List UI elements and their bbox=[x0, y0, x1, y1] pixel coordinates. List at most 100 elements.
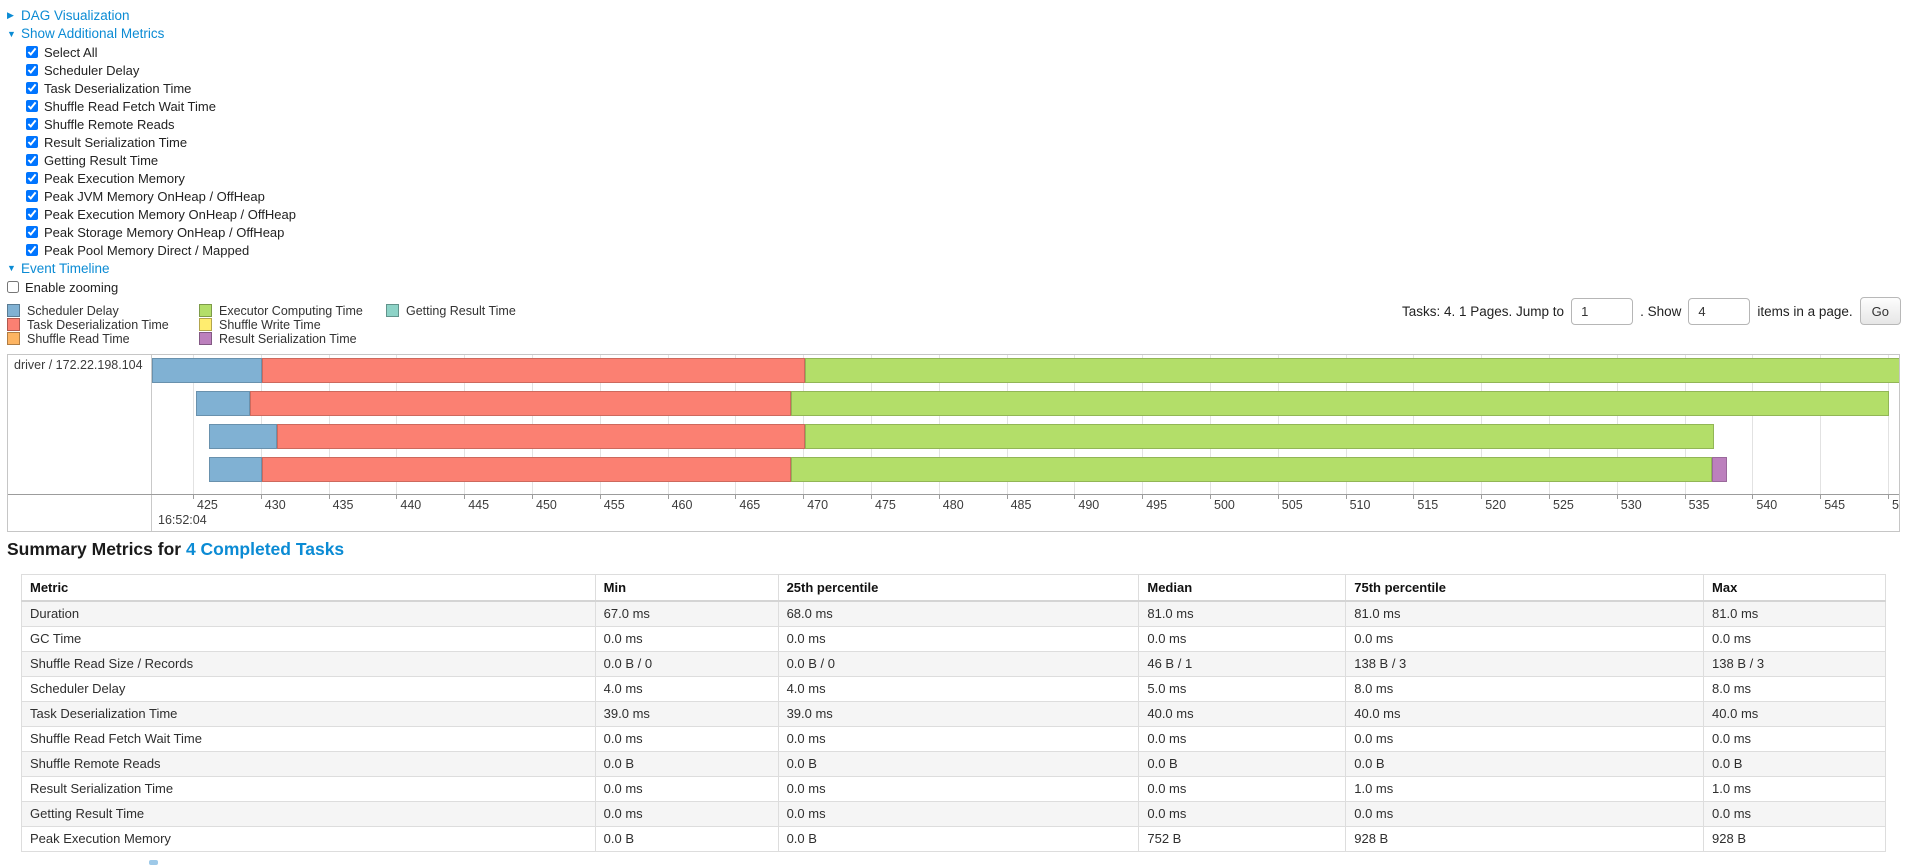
table-cell: 0.0 ms bbox=[777, 725, 1140, 752]
dag-visualization-link[interactable]: DAG Visualization bbox=[21, 7, 130, 23]
task-bar-segment-task_deserialization[interactable] bbox=[262, 457, 791, 482]
table-cell: 0.0 B bbox=[594, 750, 779, 777]
task-bar-segment-result_serialization[interactable] bbox=[1711, 457, 1727, 482]
table-row: Task Deserialization Time 39.0 ms 39.0 ms 4… bbox=[21, 700, 1886, 727]
table-row: Duration 67.0 ms 68.0 ms 81.0 ms 81.0 ms 81.0… bbox=[21, 600, 1886, 627]
task-bar-segment-task_deserialization[interactable] bbox=[249, 391, 791, 416]
metric-checkbox[interactable] bbox=[26, 154, 38, 166]
enable-zooming-checkbox[interactable] bbox=[7, 281, 19, 293]
metric-checkbox[interactable] bbox=[26, 226, 38, 238]
jump-to-page-input[interactable] bbox=[1571, 297, 1634, 325]
metric-checkbox-label: Peak Execution Memory bbox=[44, 170, 185, 186]
task-bar-segment-scheduler_delay[interactable] bbox=[209, 424, 278, 449]
metric-checkbox[interactable] bbox=[26, 172, 38, 184]
metric-checkbox-label: Scheduler Delay bbox=[44, 62, 140, 78]
table-cell: Duration bbox=[21, 600, 596, 627]
metric-checkbox-row[interactable]: Peak JVM Memory OnHeap / OffHeap bbox=[26, 187, 296, 205]
show-additional-metrics-toggle[interactable]: ▼ Show Additional Metrics bbox=[7, 25, 296, 44]
task-bar-segment-scheduler_delay[interactable] bbox=[152, 358, 263, 383]
show-additional-metrics-link[interactable]: Show Additional Metrics bbox=[21, 26, 165, 42]
metric-checkbox[interactable] bbox=[26, 64, 38, 76]
x-axis-tick-label: 460 bbox=[671, 498, 693, 512]
task-bar-segment-executor_computing[interactable] bbox=[790, 391, 1890, 416]
legend-label: Shuffle Read Time bbox=[27, 331, 130, 346]
x-axis-tick-label: 550 bbox=[1892, 498, 1899, 512]
task-bar-segment-executor_computing[interactable] bbox=[804, 358, 1899, 383]
metric-checkbox-row[interactable]: Peak Execution Memory bbox=[26, 169, 296, 187]
pagination-suffix-text: items in a page. bbox=[1757, 303, 1853, 319]
metric-checkbox[interactable] bbox=[26, 190, 38, 202]
enable-zooming-row[interactable]: Enable zooming bbox=[7, 278, 296, 297]
legend-item: Getting Result Time bbox=[386, 304, 516, 318]
metric-checkbox-row[interactable]: Peak Storage Memory OnHeap / OffHeap bbox=[26, 223, 296, 241]
metric-checkbox-row[interactable]: Select All bbox=[26, 43, 296, 61]
x-axis-tick-label: 430 bbox=[264, 498, 286, 512]
legend-color-swatch bbox=[199, 318, 212, 332]
completed-tasks-link[interactable]: 4 Completed Tasks bbox=[185, 539, 345, 559]
expanded-arrow-icon: ▼ bbox=[7, 28, 16, 39]
event-timeline-link[interactable]: Event Timeline bbox=[21, 260, 110, 276]
table-header-cell: 25th percentile bbox=[777, 574, 1140, 602]
table-row: Shuffle Read Fetch Wait Time 0.0 ms 0.0 ms… bbox=[21, 725, 1886, 752]
table-cell: 81.0 ms bbox=[1345, 600, 1705, 627]
table-header-cell: Min bbox=[594, 574, 779, 602]
task-bar-segment-executor_computing[interactable] bbox=[804, 424, 1715, 449]
metric-checkbox[interactable] bbox=[26, 136, 38, 148]
metric-checkbox-row[interactable]: Shuffle Remote Reads bbox=[26, 115, 296, 133]
metric-checkbox-row[interactable]: Result Serialization Time bbox=[26, 133, 296, 151]
metric-checkbox-row[interactable]: Shuffle Read Fetch Wait Time bbox=[26, 97, 296, 115]
x-axis-tick bbox=[1549, 495, 1550, 499]
x-axis-tick bbox=[803, 495, 805, 499]
x-axis-tick bbox=[1820, 495, 1822, 499]
table-cell: 8.0 ms bbox=[1345, 675, 1705, 702]
task-bar-segment-task_deserialization[interactable] bbox=[277, 424, 805, 449]
task-bar-segment-task_deserialization[interactable] bbox=[262, 358, 805, 383]
table-cell: 68.0 ms bbox=[777, 600, 1140, 627]
x-axis-tick-label: 445 bbox=[468, 498, 490, 512]
go-button[interactable]: Go bbox=[1859, 297, 1901, 325]
table-cell: 40.0 ms bbox=[1703, 700, 1886, 727]
metric-checkbox-row[interactable]: Getting Result Time bbox=[26, 151, 296, 169]
legend-label: Result Serialization Time bbox=[219, 331, 357, 346]
x-axis-tick-label: 480 bbox=[942, 498, 964, 512]
legend-column: Getting Result Time bbox=[386, 304, 516, 345]
metric-checkbox-row[interactable]: Peak Pool Memory Direct / Mapped bbox=[26, 241, 296, 259]
table-cell: 0.0 ms bbox=[1345, 800, 1705, 827]
table-cell: 0.0 B bbox=[1138, 750, 1347, 777]
x-axis-tick-label: 500 bbox=[1214, 498, 1235, 512]
table-cell: 8.0 ms bbox=[1703, 675, 1886, 702]
metric-checkbox-row[interactable]: Scheduler Delay bbox=[26, 61, 296, 79]
pagination-summary-text: Tasks: 4. 1 Pages. Jump to bbox=[1401, 303, 1565, 319]
metric-checkbox-label: Peak Pool Memory Direct / Mapped bbox=[44, 242, 250, 258]
dag-visualization-toggle[interactable]: ▶ DAG Visualization bbox=[7, 6, 296, 25]
x-axis-tick-label: 470 bbox=[807, 498, 829, 512]
event-timeline-toggle[interactable]: ▼ Event Timeline bbox=[7, 259, 296, 278]
page-size-input[interactable] bbox=[1688, 297, 1751, 325]
table-cell: 0.0 ms bbox=[777, 800, 1140, 827]
table-cell: 40.0 ms bbox=[1345, 700, 1705, 727]
legend-label: Scheduler Delay bbox=[27, 303, 119, 318]
metric-checkbox[interactable] bbox=[26, 46, 38, 58]
x-axis-tick bbox=[1277, 495, 1279, 499]
metric-checkbox-label: Result Serialization Time bbox=[44, 134, 188, 150]
pagination-bar: Tasks: 4. 1 Pages. Jump to . Show items … bbox=[1402, 296, 1901, 326]
metric-checkbox[interactable] bbox=[26, 244, 38, 256]
metric-checkbox-row[interactable]: Task Deserialization Time bbox=[26, 79, 296, 97]
metric-checkbox[interactable] bbox=[26, 82, 38, 94]
metric-checkbox[interactable] bbox=[26, 100, 38, 112]
table-row: Result Serialization Time 0.0 ms 0.0 ms 0.0… bbox=[21, 775, 1886, 802]
table-cell: Shuffle Read Fetch Wait Time bbox=[21, 725, 596, 752]
task-bar-segment-scheduler_delay[interactable] bbox=[209, 457, 263, 482]
legend-label: Getting Result Time bbox=[406, 303, 516, 318]
metric-checkbox-row[interactable]: Peak Execution Memory OnHeap / OffHeap bbox=[26, 205, 296, 223]
metric-checkbox[interactable] bbox=[26, 118, 38, 130]
task-bar-segment-scheduler_delay[interactable] bbox=[195, 391, 250, 416]
table-cell: 0.0 ms bbox=[777, 625, 1140, 652]
table-cell: GC Time bbox=[21, 625, 596, 652]
table-header-cell: Median bbox=[1138, 574, 1347, 602]
legend-label: Executor Computing Time bbox=[219, 303, 363, 318]
metric-checkbox[interactable] bbox=[26, 208, 38, 220]
task-bar-segment-executor_computing[interactable] bbox=[790, 457, 1712, 482]
label-column-divider bbox=[151, 355, 152, 531]
metric-checkbox-label: Getting Result Time bbox=[44, 152, 159, 168]
